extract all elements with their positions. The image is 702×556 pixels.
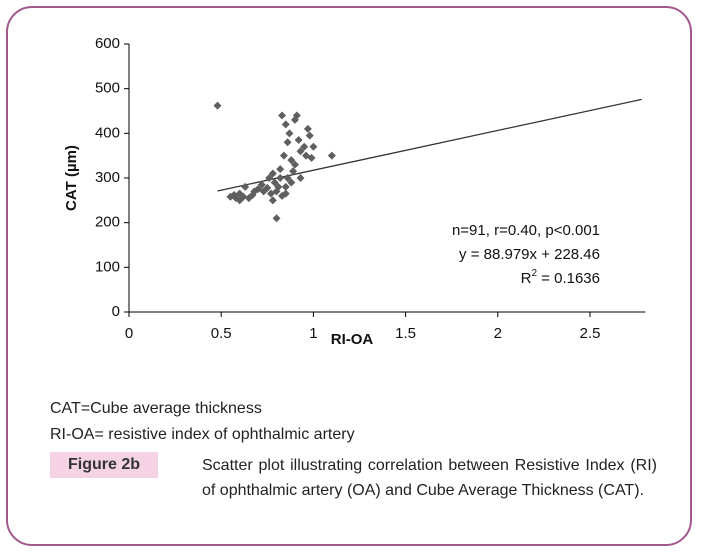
point bbox=[276, 165, 285, 174]
point bbox=[268, 196, 277, 205]
point bbox=[278, 111, 287, 120]
x-tick-label: 2.5 bbox=[580, 325, 601, 342]
point bbox=[281, 189, 290, 198]
y-tick-label: 300 bbox=[95, 169, 120, 186]
annotation: y = 88.979x + 228.46 bbox=[459, 246, 600, 263]
point bbox=[289, 167, 298, 176]
point bbox=[327, 151, 336, 160]
point bbox=[287, 178, 296, 187]
point bbox=[309, 142, 318, 151]
y-tick-label: 600 bbox=[95, 35, 120, 52]
figure-label: Figure 2b bbox=[50, 452, 158, 478]
footnote: RI-OA= resistive index of ophthalmic art… bbox=[50, 426, 355, 443]
point bbox=[294, 136, 303, 145]
x-tick-label: 2 bbox=[494, 325, 502, 342]
x-axis-label: RI-OA bbox=[331, 331, 374, 348]
annotation-r2: R2 = 0.1636 bbox=[521, 268, 600, 287]
point bbox=[257, 180, 266, 189]
point bbox=[213, 101, 222, 110]
point bbox=[270, 178, 279, 187]
point bbox=[263, 183, 272, 192]
x-tick-label: 0 bbox=[125, 325, 133, 342]
annotation: n=91, r=0.40, p<0.001 bbox=[452, 222, 600, 239]
footnote: CAT=Cube average thickness bbox=[50, 400, 262, 417]
r2-rest: = 0.1636 bbox=[537, 270, 600, 287]
y-tick-label: 400 bbox=[95, 124, 120, 141]
point bbox=[276, 174, 285, 182]
point bbox=[287, 156, 296, 165]
x-tick-label: 1 bbox=[309, 325, 317, 342]
r2-sup: 2 bbox=[531, 268, 537, 279]
point bbox=[268, 169, 277, 178]
y-tick-label: 200 bbox=[95, 214, 120, 231]
point bbox=[296, 174, 305, 182]
point bbox=[283, 174, 292, 182]
y-axis-label: CAT (µm) bbox=[63, 145, 80, 211]
x-tick-label: 1.5 bbox=[395, 325, 416, 342]
point bbox=[283, 138, 292, 147]
x-tick-label: 0.5 bbox=[211, 325, 232, 342]
point bbox=[290, 160, 299, 169]
point bbox=[265, 174, 274, 182]
point bbox=[296, 147, 305, 156]
point bbox=[285, 129, 294, 138]
point bbox=[272, 214, 281, 223]
point bbox=[279, 151, 288, 160]
point bbox=[241, 182, 250, 191]
point bbox=[305, 131, 314, 140]
caption: Scatter plot illustrating correlation be… bbox=[202, 457, 657, 499]
point bbox=[281, 182, 290, 191]
point bbox=[303, 124, 312, 133]
point bbox=[307, 153, 316, 162]
y-tick-label: 100 bbox=[95, 258, 120, 275]
y-tick-label: 0 bbox=[112, 303, 120, 320]
point bbox=[292, 111, 301, 120]
point bbox=[239, 192, 248, 201]
point bbox=[281, 120, 290, 129]
figure-frame bbox=[6, 6, 692, 546]
chart: CAT (µm) RI-OA n=91, r=0.40, p<0.001 y =… bbox=[63, 35, 646, 348]
point bbox=[274, 182, 283, 191]
r2-base: R bbox=[521, 270, 532, 287]
y-tick-label: 500 bbox=[95, 80, 120, 97]
point bbox=[300, 142, 309, 151]
